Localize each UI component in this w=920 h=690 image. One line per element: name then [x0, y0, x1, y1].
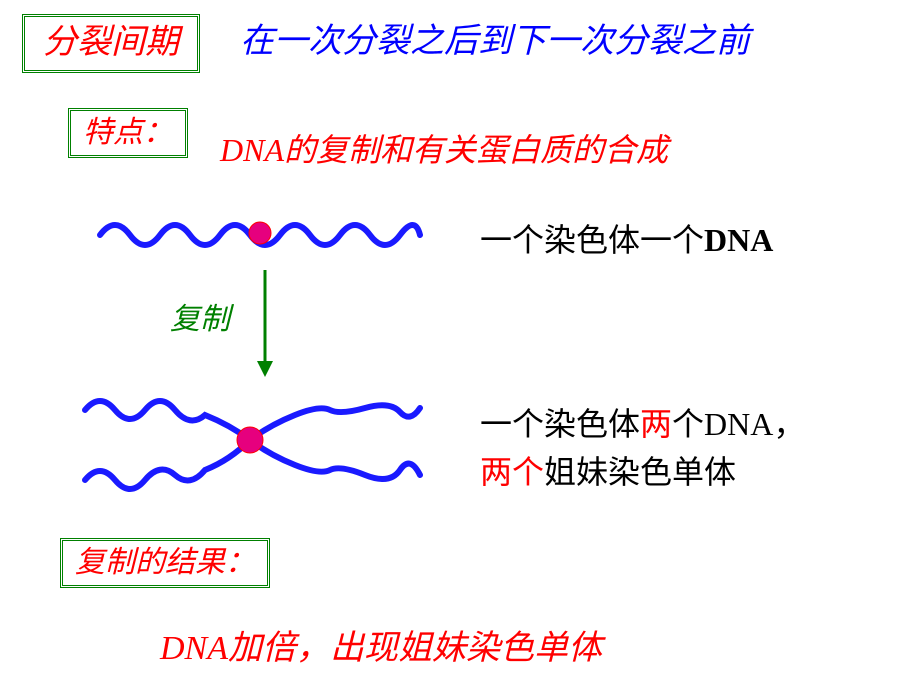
replicate-label: 复制: [170, 300, 230, 339]
dbl-line1-post: 个DNA，: [672, 406, 805, 442]
replicate-text: 复制: [170, 303, 230, 336]
replication-arrow: [245, 265, 285, 385]
centromere-dot: [249, 222, 271, 244]
title-text: 分裂间期: [43, 24, 179, 61]
feature-label: 特点：: [83, 116, 173, 149]
single-chrom-pre: 一个染色体一个: [480, 222, 704, 258]
feature-description: DNA的复制和有关蛋白质的合成: [220, 130, 668, 172]
title-desc-text: 在一次分裂之后到下一次分裂之前: [240, 23, 750, 60]
result-label: 复制的结果：: [75, 546, 255, 579]
result-desc-text: DNA加倍，出现姐妹染色单体: [160, 630, 602, 667]
result-description: DNA加倍，出现姐妹染色单体: [160, 620, 602, 669]
double-chrom-label: 一个染色体两个DNA， 两个姐妹染色单体: [480, 400, 805, 496]
title-description: 在一次分裂之后到下一次分裂之前: [240, 20, 750, 64]
arrow-head: [257, 361, 273, 377]
feature-box: 特点：: [68, 108, 188, 158]
dbl-line2-red: 两个: [480, 454, 544, 490]
result-box: 复制的结果：: [60, 538, 270, 588]
chromosome-double-diagram: [70, 380, 430, 510]
title-box: 分裂间期: [22, 14, 200, 73]
dbl-line1-red: 两: [640, 406, 672, 442]
centromere-dot-double: [237, 427, 263, 453]
dbl-line2-post: 姐妹染色单体: [544, 454, 736, 490]
single-chrom-dna: DNA: [704, 222, 773, 258]
single-chrom-label: 一个染色体一个DNA: [480, 215, 773, 261]
dbl-line1-pre: 一个染色体: [480, 406, 640, 442]
feature-desc-text: DNA的复制和有关蛋白质的合成: [220, 132, 668, 168]
chromosome-single-diagram: [90, 200, 430, 270]
